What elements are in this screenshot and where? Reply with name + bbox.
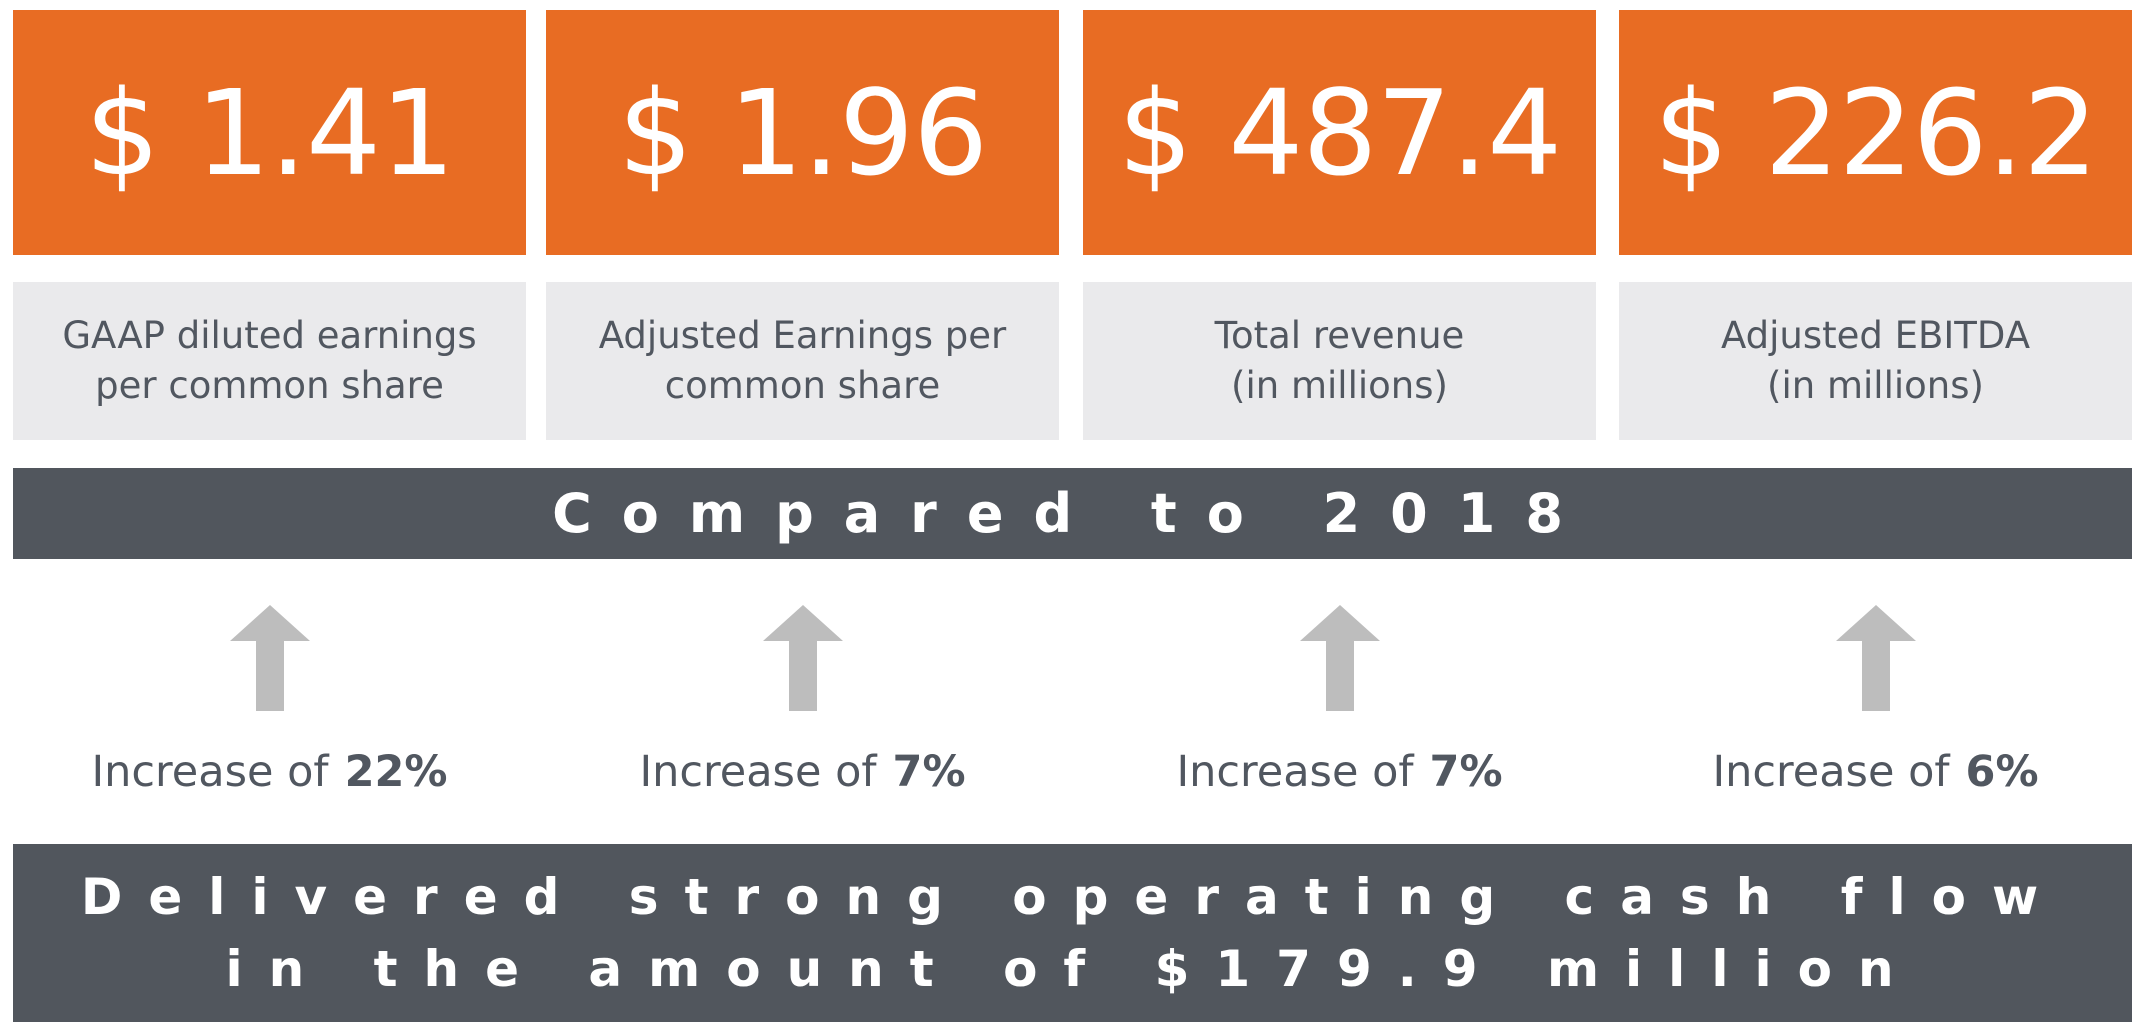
trend-prefix: Increase of [1712, 747, 1950, 797]
metric-label: GAAP diluted earnings per common share [13, 282, 526, 440]
trend-prefix: Increase of [91, 747, 329, 797]
arrow-up-icon [762, 605, 843, 711]
metric-value: $ 226.2 [1619, 10, 2132, 255]
trend-adjusted-eps: Increase of 7% [546, 605, 1059, 805]
metric-card-total-revenue: $ 487.4 Total revenue (in millions) [1083, 10, 1596, 440]
trend-text: Increase of 7% [546, 747, 1059, 797]
cash-flow-line-1: Delivered strong operating cash flow [80, 868, 2065, 926]
arrow-up-icon [1835, 605, 1916, 711]
trends-row: Increase of 22% Increase of 7% Increase of… [13, 605, 2132, 805]
trend-text: Increase of 6% [1619, 747, 2132, 797]
arrow-up-icon [1299, 605, 1380, 711]
trend-prefix: Increase of [639, 747, 877, 797]
metric-value: $ 1.41 [13, 10, 526, 255]
metric-card-adjusted-ebitda: $ 226.2 Adjusted EBITDA (in millions) [1619, 10, 2132, 440]
metric-label: Adjusted EBITDA (in millions) [1619, 282, 2132, 440]
metric-value: $ 487.4 [1083, 10, 1596, 255]
metric-card-gaap-eps: $ 1.41 GAAP diluted earnings per common … [13, 10, 526, 440]
trend-text: Increase of 7% [1083, 747, 1596, 797]
trend-gaap-eps: Increase of 22% [13, 605, 526, 805]
trend-percent: 7% [1429, 747, 1503, 797]
trend-total-revenue: Increase of 7% [1083, 605, 1596, 805]
arrow-up-icon [229, 605, 310, 711]
metric-card-adjusted-eps: $ 1.96 Adjusted Earnings per common shar… [546, 10, 1059, 440]
metrics-row: $ 1.41 GAAP diluted earnings per common … [13, 10, 2132, 440]
metric-label: Adjusted Earnings per common share [546, 282, 1059, 440]
cash-flow-line-2: in the amount of $179.9 million [225, 940, 1920, 998]
trend-adjusted-ebitda: Increase of 6% [1619, 605, 2132, 805]
comparison-banner: Compared to 2018 [13, 468, 2132, 559]
metric-value: $ 1.96 [546, 10, 1059, 255]
trend-percent: 22% [344, 747, 448, 797]
trend-percent: 7% [892, 747, 966, 797]
cash-flow-banner: Delivered strong operating cash flow in … [13, 844, 2132, 1022]
trend-percent: 6% [1965, 747, 2039, 797]
trend-prefix: Increase of [1176, 747, 1414, 797]
metric-label: Total revenue (in millions) [1083, 282, 1596, 440]
trend-text: Increase of 22% [13, 747, 526, 797]
